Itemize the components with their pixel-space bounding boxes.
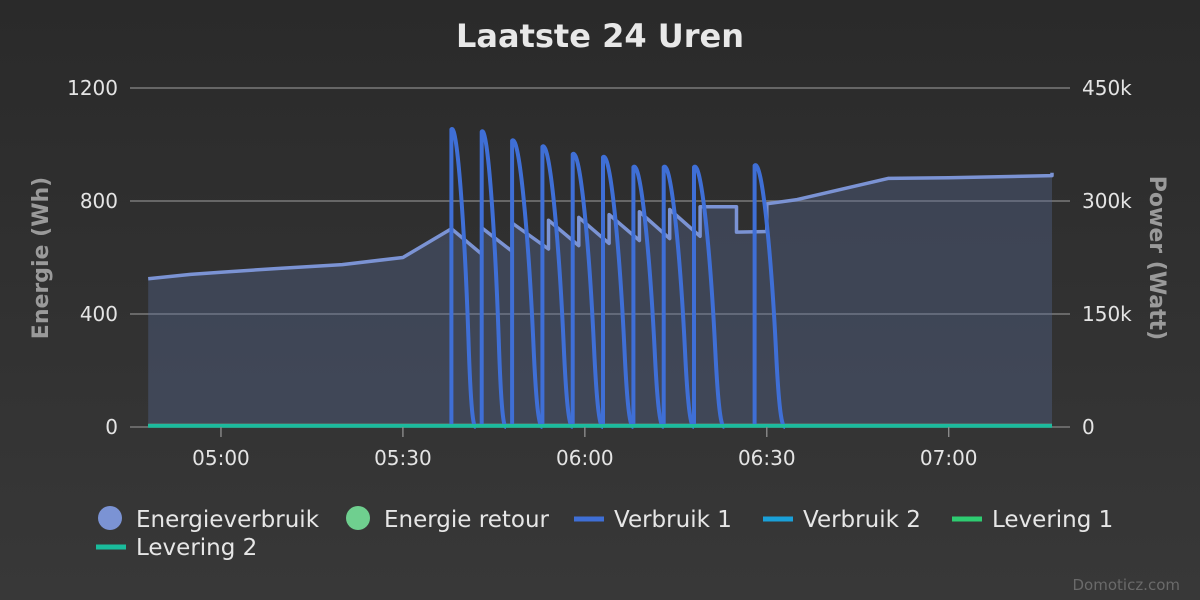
legend-marker-icon [346,506,370,530]
legend-label: Verbruik 1 [614,507,732,533]
legend-item[interactable]: Verbruik 1 [574,507,732,533]
verbruik1-spike [692,164,726,429]
chart-title: Laatste 24 Uren [456,17,744,55]
plot-area [148,127,1054,429]
y-right-tick-label: 0 [1082,415,1095,439]
x-tick-label: 07:00 [920,446,978,470]
x-tick-label: 06:00 [556,446,614,470]
verbruik1-spike [449,127,477,429]
y-right-tick-label: 150k [1082,302,1132,326]
y-axis-left-title: Energie (Wh) [29,177,54,339]
x-tick-label: 06:30 [738,446,796,470]
x-tick-label: 05:30 [374,446,432,470]
legend-marker-icon [98,506,122,530]
y-right-tick-label: 450k [1082,76,1132,100]
legend-label: Verbruik 2 [803,507,921,533]
legend-label: Levering 1 [992,507,1113,533]
legend-item[interactable]: Verbruik 2 [763,507,921,533]
legend-item[interactable]: Energieverbruik [98,506,320,533]
legend: Energieverbruik Energie retour Verbruik 1 V… [96,506,1113,561]
legend-label: Energie retour [384,507,550,533]
legend-label: Levering 2 [136,535,257,561]
y-right-tick-label: 300k [1082,189,1132,213]
verbruik1-spike [752,163,786,429]
verbruik1-spike [510,138,544,429]
verbruik1-spike [570,152,604,429]
legend-label: Energieverbruik [136,507,320,533]
y-left-tick-label: 0 [105,415,118,439]
y-left-tick-label: 400 [80,302,118,326]
legend-item[interactable]: Levering 1 [952,507,1113,533]
verbruik1-spike [601,155,635,429]
y-left-tick-label: 1200 [67,76,118,100]
energieverbruik-area [148,172,1052,427]
credit-link[interactable]: Domoticz.com [1073,576,1181,594]
legend-item[interactable]: Levering 2 [96,535,257,561]
verbruik1-spike [540,144,574,429]
legend-item[interactable]: Energie retour [346,506,550,533]
axes: 0 0 400 150k 800 300k 1200 450k 05:00 05:30 06:00 0… [67,76,1132,470]
verbruik1-spike [631,164,665,429]
verbruik1-spike [479,129,508,429]
y-axis-right-title: Power (Watt) [1144,176,1169,340]
y-left-tick-label: 800 [80,189,118,213]
x-tick-label: 05:00 [192,446,250,470]
verbruik1-spike [661,164,695,429]
